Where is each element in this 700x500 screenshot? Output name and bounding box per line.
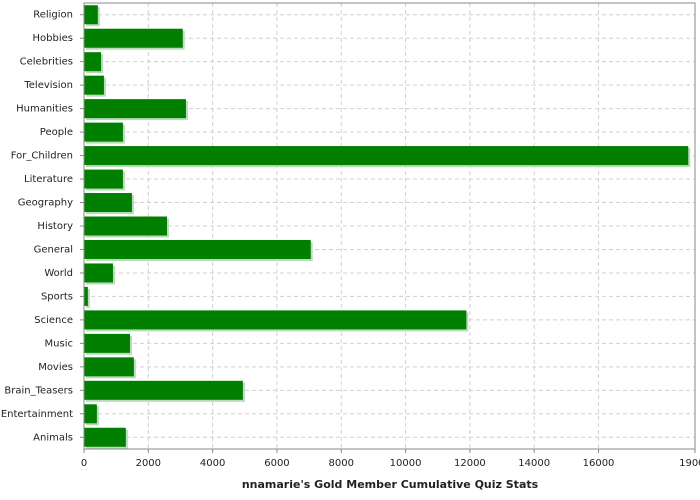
bar	[84, 169, 123, 189]
y-tick-label: Literature	[24, 174, 73, 185]
y-tick-label: Humanities	[16, 104, 73, 115]
bar	[84, 380, 243, 400]
bar	[84, 28, 183, 48]
x-tick-label: 14000	[518, 458, 550, 469]
x-tick-label: 4000	[200, 458, 225, 469]
bar-shadow	[86, 288, 90, 308]
bar	[84, 357, 134, 377]
bar	[84, 146, 689, 166]
y-tick-label: Religion	[33, 10, 73, 21]
y-tick-label: Brain_Teasers	[4, 385, 73, 396]
bar	[84, 310, 467, 330]
bar	[84, 427, 126, 447]
bar	[84, 263, 113, 283]
x-tick-label: 12000	[454, 458, 486, 469]
x-tick-label: 0	[81, 458, 87, 469]
bar	[84, 404, 97, 424]
y-tick-label: Movies	[38, 362, 73, 373]
x-tick-label: 8000	[329, 458, 354, 469]
y-tick-label: Music	[45, 338, 73, 349]
y-tick-label: Television	[23, 80, 73, 91]
x-tick-label: 19000	[679, 458, 700, 469]
x-tick-label: 16000	[583, 458, 615, 469]
bar	[84, 75, 104, 95]
x-tick-label: 10000	[390, 458, 422, 469]
bar	[84, 333, 130, 353]
y-tick-label: People	[40, 127, 73, 138]
x-tick-label: 2000	[136, 458, 161, 469]
bar	[84, 99, 186, 119]
bar	[84, 193, 132, 213]
bar	[84, 5, 98, 25]
y-tick-label: Entertainment	[1, 409, 73, 420]
y-tick-label: Hobbies	[33, 33, 73, 44]
bar	[84, 286, 88, 306]
y-tick-label: Sports	[41, 291, 73, 302]
x-tick-label: 6000	[264, 458, 289, 469]
bars	[84, 5, 691, 449]
x-axis-label: nnamarie's Gold Member Cumulative Quiz S…	[242, 478, 539, 491]
y-tick-label: History	[37, 221, 73, 232]
bar	[84, 216, 167, 236]
y-tick-label: Celebrities	[20, 57, 73, 68]
y-tick-label: Geography	[18, 198, 73, 209]
bar	[84, 239, 311, 259]
y-tick-label: For_Children	[11, 151, 73, 162]
bar	[84, 122, 123, 142]
labels: 0 2000 4000 6000 8000 10000 12000 14000 16000 190…	[1, 10, 700, 469]
y-tick-label: General	[34, 244, 73, 255]
bar	[84, 52, 102, 72]
y-tick-label: Animals	[33, 432, 73, 443]
y-tick-label: World	[44, 268, 73, 279]
y-tick-label: Science	[34, 315, 73, 326]
